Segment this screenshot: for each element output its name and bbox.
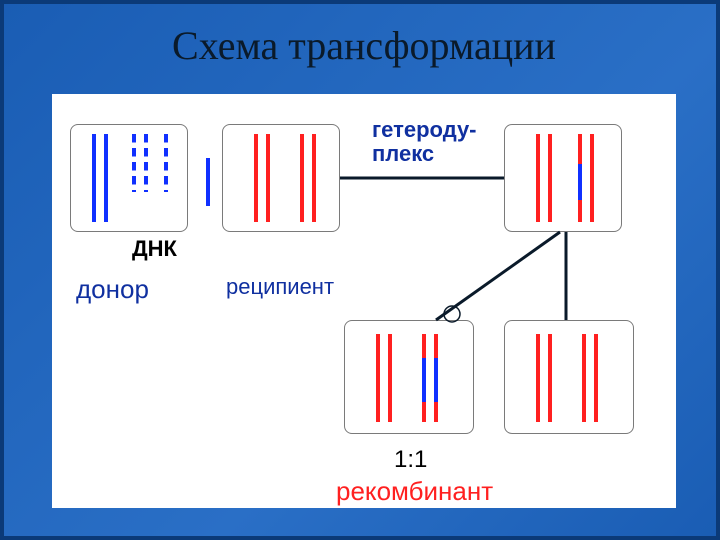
label-heteroduplex: гетероду- плекс: [372, 118, 477, 166]
strand-hetero-4: [578, 200, 582, 222]
strand-child_right-0: [536, 334, 540, 422]
strand-recipient-2: [300, 134, 304, 222]
strand-donor-0: [92, 134, 96, 222]
strand-child_left-3: [422, 358, 426, 402]
strand-donor-1: [104, 134, 108, 222]
strand-child_left-5: [434, 334, 438, 358]
slide: Схема трансформации ДНК донор реципиент …: [0, 0, 720, 540]
strand-donor-2: [132, 134, 136, 192]
label-ratio: 1:1: [394, 446, 427, 474]
strand-child_left-7: [434, 402, 438, 422]
strand-child_right-2: [582, 334, 586, 422]
cell-heteroduplex: [504, 124, 622, 232]
strand-hetero-1: [548, 134, 552, 222]
cell-child-right: [504, 320, 634, 434]
label-recombinant: рекомбинант: [336, 476, 493, 507]
strand-dna_fragment-0: [206, 158, 210, 206]
strand-child_left-0: [376, 334, 380, 422]
cell-donor: [70, 124, 188, 232]
strand-child_left-4: [422, 402, 426, 422]
strand-donor-3: [144, 134, 148, 192]
strand-child_left-2: [422, 334, 426, 358]
strand-donor-4: [164, 134, 168, 192]
strand-recipient-1: [266, 134, 270, 222]
label-donor: донор: [76, 274, 149, 305]
strand-recipient-3: [312, 134, 316, 222]
strand-child_right-3: [594, 334, 598, 422]
strand-hetero-3: [578, 164, 582, 200]
strand-child_left-6: [434, 358, 438, 402]
strand-hetero-5: [590, 134, 594, 222]
label-recipient: реципиент: [226, 274, 334, 300]
cell-recipient: [222, 124, 340, 232]
strand-hetero-2: [578, 134, 582, 164]
strand-child_left-1: [388, 334, 392, 422]
cell-child-left: [344, 320, 474, 434]
label-dna: ДНК: [132, 236, 177, 262]
slide-title: Схема трансформации: [4, 22, 720, 69]
strand-hetero-0: [536, 134, 540, 222]
strand-child_right-1: [548, 334, 552, 422]
strand-recipient-0: [254, 134, 258, 222]
